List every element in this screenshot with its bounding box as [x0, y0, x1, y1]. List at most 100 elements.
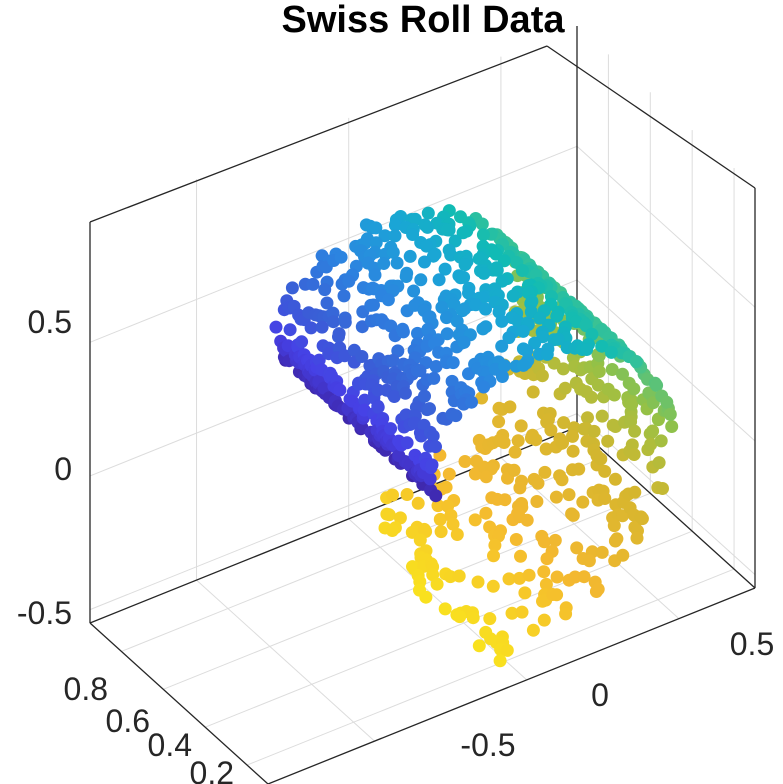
y-tick-label: 0.8	[64, 671, 108, 707]
scatter-point	[537, 613, 551, 627]
scatter-point	[476, 228, 490, 242]
scatter-point	[429, 489, 443, 503]
scatter-point	[531, 476, 545, 490]
scatter-point	[511, 434, 525, 448]
scatter-point	[502, 572, 516, 586]
scatter-point	[420, 239, 433, 253]
scatter-point	[549, 490, 563, 504]
scatter-point	[334, 250, 348, 264]
scatter-point	[644, 437, 658, 451]
scatter-point	[483, 612, 497, 626]
scatter-point	[652, 456, 666, 470]
scatter-point	[400, 488, 414, 501]
scatter-point	[407, 416, 421, 430]
scatter-point	[326, 315, 340, 329]
scatter-point	[476, 322, 490, 336]
scatter-point	[382, 508, 396, 522]
scatter-point	[295, 335, 309, 349]
scatter-point	[635, 512, 649, 526]
scatter-point	[550, 309, 564, 323]
scatter-point	[503, 400, 517, 414]
scatter-point	[423, 402, 436, 416]
scatter-point	[539, 577, 553, 591]
scatter-point	[555, 473, 569, 487]
scatter-point	[465, 395, 478, 409]
scatter-point	[572, 462, 586, 476]
scatter-point	[304, 321, 318, 335]
z-tick-label: 0	[54, 451, 72, 487]
scatter-point	[413, 364, 427, 378]
scatter-point	[580, 343, 594, 356]
scatter-point	[431, 499, 445, 513]
scatter-point	[660, 395, 674, 409]
scatter-point	[407, 284, 421, 298]
scatter-point	[320, 296, 334, 310]
scatter-point	[516, 358, 530, 372]
scatter-point	[585, 327, 599, 341]
scatter-point	[558, 381, 572, 395]
scatter-point	[399, 270, 413, 283]
scatter-point	[577, 570, 591, 584]
scatter-point	[576, 495, 590, 509]
scatter-point	[522, 568, 536, 582]
scatter-point	[595, 339, 609, 353]
scatter-point	[518, 586, 532, 600]
scatter-point	[387, 390, 401, 403]
scatter-point	[338, 349, 352, 363]
scatter-point	[551, 332, 565, 346]
scatter-point	[440, 327, 454, 341]
grid-back	[89, 26, 756, 766]
scatter-point	[403, 249, 417, 263]
scatter-point	[498, 493, 512, 507]
scatter-point	[550, 570, 564, 584]
scatter-point	[607, 519, 621, 533]
scatter-point	[400, 436, 414, 450]
scatter-point	[663, 407, 677, 421]
grid-line	[576, 145, 756, 308]
scatter-point	[338, 315, 352, 329]
scatter-point	[427, 371, 441, 385]
scatter-point	[502, 331, 516, 345]
scatter-point	[589, 585, 603, 598]
scatter-point	[509, 533, 523, 546]
scatter-point	[537, 535, 551, 549]
grid-line	[576, 279, 756, 442]
scatter-point	[570, 541, 584, 555]
scatter-point	[628, 424, 642, 438]
z-tick-label: 0.5	[28, 304, 72, 340]
scatter-points	[269, 204, 679, 668]
scatter-point	[435, 300, 449, 314]
scatter-point	[507, 463, 521, 477]
scatter-point	[628, 485, 642, 499]
scatter-point	[604, 345, 618, 359]
scatter-point	[530, 495, 544, 508]
scatter-point	[587, 424, 601, 438]
scatter-point	[492, 415, 506, 429]
scatter-point	[505, 606, 519, 620]
scatter-point	[434, 525, 448, 539]
axes-box	[89, 45, 756, 784]
x-tick-label: -0.5	[460, 727, 515, 763]
scatter-point	[378, 229, 392, 243]
scatter-point	[541, 413, 555, 427]
scatter-point	[369, 221, 383, 235]
scatter-point	[413, 533, 427, 547]
scatter-point	[515, 605, 529, 619]
scatter-point	[540, 552, 554, 566]
scatter-point	[317, 381, 331, 395]
scatter-point	[414, 273, 428, 287]
scatter-point	[594, 452, 608, 466]
scatter-point	[442, 223, 456, 237]
scatter-point	[269, 320, 283, 334]
scatter-point	[598, 492, 612, 505]
scatter-point	[418, 389, 431, 403]
scatter-point	[515, 264, 529, 277]
scatter-point	[453, 610, 467, 624]
scatter-point	[386, 488, 399, 502]
scatter-point	[616, 509, 629, 523]
scatter-point	[440, 311, 453, 325]
scatter-point	[418, 255, 431, 269]
scatter-point	[625, 438, 639, 452]
scatter-point	[495, 314, 509, 328]
scatter-point	[584, 390, 598, 404]
